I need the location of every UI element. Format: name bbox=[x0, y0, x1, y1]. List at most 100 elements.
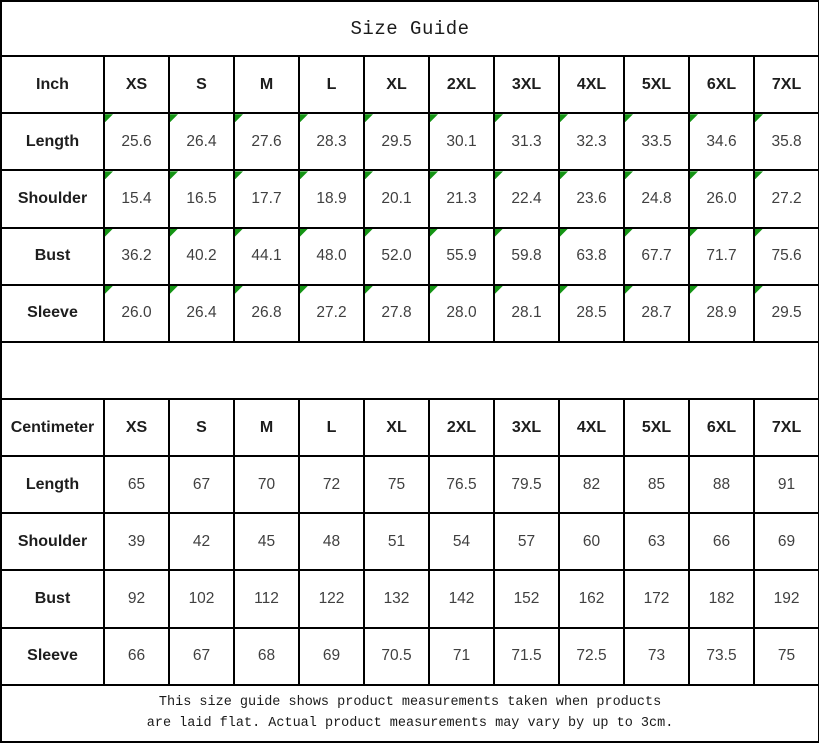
green-corner-flag-icon bbox=[366, 286, 373, 294]
measurement-value-cell: 73.5 bbox=[688, 626, 755, 686]
size-header-cell: M bbox=[233, 398, 300, 458]
footer-note: This size guide shows product measuremen… bbox=[0, 683, 819, 743]
green-corner-flag-icon bbox=[626, 115, 633, 123]
green-corner-flag-icon bbox=[626, 229, 633, 237]
measurement-value-cell: 122 bbox=[298, 569, 365, 629]
footer-note-line2: are laid flat. Actual product measuremen… bbox=[146, 716, 674, 732]
green-corner-flag-icon bbox=[496, 172, 503, 180]
measurement-value-cell: 63.8 bbox=[558, 226, 625, 286]
green-corner-flag-icon bbox=[756, 229, 763, 237]
measurement-value-cell: 26.8 bbox=[233, 283, 300, 343]
green-corner-flag-icon bbox=[366, 229, 373, 237]
measurement-value-cell: 60 bbox=[558, 512, 625, 572]
size-header-cell: 6XL bbox=[688, 398, 755, 458]
size-header-cell: 4XL bbox=[558, 55, 625, 115]
size-header-row: Inch XS S M L XL 2XL 3XL 4XL 5XL 6XL 7XL bbox=[0, 55, 819, 115]
measurement-value-cell: 102 bbox=[168, 569, 235, 629]
measurement-value-cell: 29.5 bbox=[363, 112, 430, 172]
green-corner-flag-icon bbox=[301, 172, 308, 180]
measurement-value-cell: 67 bbox=[168, 626, 235, 686]
size-header-cell: 2XL bbox=[428, 398, 495, 458]
size-header-cell: XS bbox=[103, 398, 170, 458]
green-corner-flag-icon bbox=[756, 115, 763, 123]
size-header-cell: S bbox=[168, 55, 235, 115]
measurement-value-cell: 70 bbox=[233, 455, 300, 515]
green-corner-flag-icon bbox=[301, 286, 308, 294]
measurement-value-cell: 28.3 bbox=[298, 112, 365, 172]
measurement-value-cell: 27.8 bbox=[363, 283, 430, 343]
spacer-section bbox=[0, 340, 819, 401]
green-corner-flag-icon bbox=[106, 286, 113, 294]
measurement-value-cell: 25.6 bbox=[103, 112, 170, 172]
measurement-value-cell: 112 bbox=[233, 569, 300, 629]
size-header-cell: 3XL bbox=[493, 55, 560, 115]
centimeter-table-section: Centimeter XS S M L XL 2XL 3XL 4XL 5XL 6XL 7XL Lengt… bbox=[0, 398, 819, 686]
measurement-label-cell: Length bbox=[0, 455, 105, 515]
page-title: Size Guide bbox=[0, 0, 819, 58]
green-corner-flag-icon bbox=[366, 115, 373, 123]
title-section: Size Guide bbox=[0, 0, 819, 58]
measurement-value-cell: 26.0 bbox=[688, 169, 755, 229]
green-corner-flag-icon bbox=[236, 229, 243, 237]
size-header-cell: M bbox=[233, 55, 300, 115]
green-corner-flag-icon bbox=[691, 286, 698, 294]
size-header-cell: 2XL bbox=[428, 55, 495, 115]
measurement-value-cell: 72 bbox=[298, 455, 365, 515]
measurement-value-cell: 68 bbox=[233, 626, 300, 686]
green-corner-flag-icon bbox=[106, 115, 113, 123]
measurement-value-cell: 152 bbox=[493, 569, 560, 629]
spacer-cell bbox=[0, 340, 819, 401]
green-corner-flag-icon bbox=[691, 172, 698, 180]
table-spacer-row bbox=[0, 340, 819, 401]
measurement-value-cell: 32.3 bbox=[558, 112, 625, 172]
footer-section: This size guide shows product measuremen… bbox=[0, 683, 819, 743]
green-corner-flag-icon bbox=[106, 172, 113, 180]
measurement-value-cell: 28.7 bbox=[623, 283, 690, 343]
green-corner-flag-icon bbox=[431, 229, 438, 237]
measurement-row: Shoulder 15.4 16.5 17.7 18.9 20.1 21.3 22.4 23.6… bbox=[0, 169, 819, 229]
green-corner-flag-icon bbox=[691, 115, 698, 123]
inch-table-section: Inch XS S M L XL 2XL 3XL 4XL 5XL 6XL 7XL Length 25.6 2… bbox=[0, 55, 819, 343]
size-header-cell: XL bbox=[363, 55, 430, 115]
green-corner-flag-icon bbox=[691, 229, 698, 237]
measurement-value-cell: 27.2 bbox=[298, 283, 365, 343]
measurement-value-cell: 72.5 bbox=[558, 626, 625, 686]
green-corner-flag-icon bbox=[496, 115, 503, 123]
unit-label-cell: Centimeter bbox=[0, 398, 105, 458]
measurement-value-cell: 27.6 bbox=[233, 112, 300, 172]
green-corner-flag-icon bbox=[756, 286, 763, 294]
measurement-row: Bust 92 102 112 122 132 142 152 162 172 182 192 bbox=[0, 569, 819, 629]
measurement-value-cell: 71.5 bbox=[493, 626, 560, 686]
measurement-value-cell: 28.1 bbox=[493, 283, 560, 343]
size-header-cell: XL bbox=[363, 398, 430, 458]
measurement-value-cell: 67.7 bbox=[623, 226, 690, 286]
measurement-value-cell: 70.5 bbox=[363, 626, 430, 686]
measurement-value-cell: 51 bbox=[363, 512, 430, 572]
green-corner-flag-icon bbox=[236, 172, 243, 180]
measurement-value-cell: 28.9 bbox=[688, 283, 755, 343]
green-corner-flag-icon bbox=[431, 286, 438, 294]
measurement-value-cell: 18.9 bbox=[298, 169, 365, 229]
measurement-value-cell: 73 bbox=[623, 626, 690, 686]
green-corner-flag-icon bbox=[561, 286, 568, 294]
measurement-value-cell: 17.7 bbox=[233, 169, 300, 229]
measurement-value-cell: 192 bbox=[752, 569, 819, 629]
measurement-value-cell: 36.2 bbox=[103, 226, 170, 286]
measurement-value-cell: 26.4 bbox=[168, 283, 235, 343]
measurement-value-cell: 20.1 bbox=[363, 169, 430, 229]
green-corner-flag-icon bbox=[561, 229, 568, 237]
size-header-cell: 3XL bbox=[493, 398, 560, 458]
measurement-value-cell: 15.4 bbox=[103, 169, 170, 229]
measurement-value-cell: 67 bbox=[168, 455, 235, 515]
size-header-cell: 5XL bbox=[623, 398, 690, 458]
measurement-value-cell: 132 bbox=[363, 569, 430, 629]
green-corner-flag-icon bbox=[756, 172, 763, 180]
measurement-value-cell: 26.4 bbox=[168, 112, 235, 172]
measurement-value-cell: 30.1 bbox=[428, 112, 495, 172]
measurement-value-cell: 71.7 bbox=[688, 226, 755, 286]
measurement-value-cell: 35.8 bbox=[752, 112, 819, 172]
measurement-value-cell: 16.5 bbox=[168, 169, 235, 229]
measurement-value-cell: 26.0 bbox=[103, 283, 170, 343]
